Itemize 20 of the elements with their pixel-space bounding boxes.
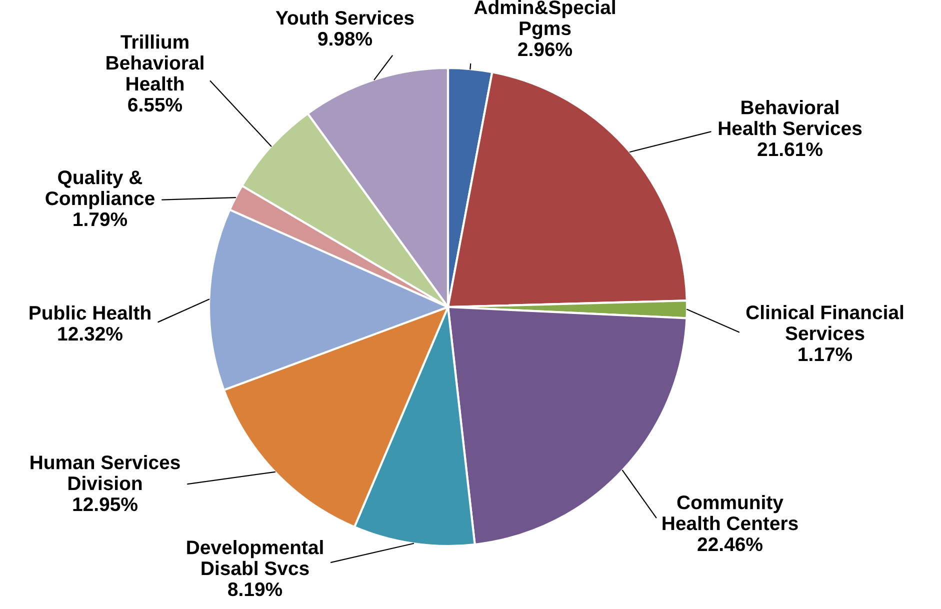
- slice-label: Trillium Behavioral Health: [106, 34, 204, 91]
- slice-label: Quality & Compliance: [46, 170, 154, 210]
- data-label: 1.17%: [798, 347, 852, 362]
- data-label: 9.98%: [318, 32, 372, 46]
- slice-label: Community Health Centers: [662, 494, 798, 530]
- data-label: 21.61%: [758, 142, 822, 156]
- data-label: 1.79%: [74, 212, 128, 226]
- slice-label: Youth Services: [276, 10, 414, 25]
- slice-label: Developmental Disabl Svcs: [187, 540, 323, 576]
- data-label: 8.19%: [228, 582, 282, 596]
- data-label: 2.96%: [518, 42, 572, 56]
- data-label: 12.95%: [73, 497, 138, 512]
- data-label: 6.55%: [128, 98, 182, 112]
- slice-label: Admin&Special Pgms: [474, 0, 615, 40]
- slice-label: Clinical Financial Services: [746, 304, 904, 340]
- data-label: 22.46%: [698, 537, 762, 552]
- slice-label: Public Health: [30, 305, 150, 320]
- slice-label: Human Services Division: [30, 454, 180, 490]
- data-label: 12.32%: [58, 326, 122, 341]
- slice-label: Behavioral Health Services: [718, 100, 862, 136]
